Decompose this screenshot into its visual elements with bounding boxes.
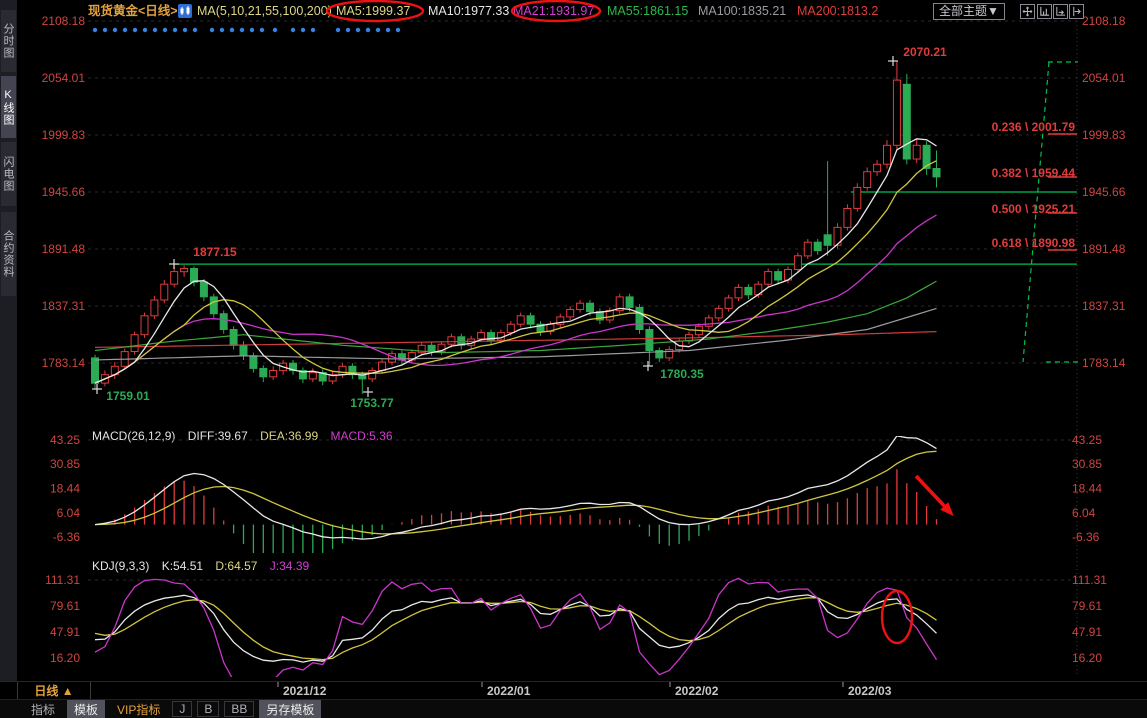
fib-layer: 0.236 \ 2001.79 0.382 \ 1959.44 0.500 \ 19… — [992, 61, 1078, 363]
svg-text:16.20: 16.20 — [1072, 651, 1102, 665]
tab-save-template[interactable]: 另存模板 — [259, 699, 322, 718]
kdj-k-value: K:54.51 — [161, 559, 204, 573]
svg-text:79.61: 79.61 — [50, 599, 80, 613]
svg-text:1759.01: 1759.01 — [106, 389, 150, 403]
bottom-tabs: 指标 模板 VIP指标 J B BB 另存模板 — [0, 699, 1147, 718]
tab-j[interactable]: J — [172, 701, 193, 717]
svg-text:47.91: 47.91 — [1072, 625, 1102, 639]
svg-text:18.44: 18.44 — [50, 482, 80, 496]
svg-text:30.85: 30.85 — [50, 457, 80, 471]
grid-layer — [88, 20, 1078, 676]
macd-diff-value: DIFF:39.67 — [187, 429, 248, 443]
svg-text:1783.14: 1783.14 — [42, 356, 86, 370]
macd-layer — [94, 436, 938, 553]
svg-text:2070.21: 2070.21 — [903, 45, 947, 59]
ma100-value: MA100:1835.21 — [698, 4, 787, 18]
tab-b[interactable]: B — [197, 701, 220, 717]
svg-text:1877.15: 1877.15 — [193, 245, 237, 259]
svg-text:111.31: 111.31 — [1072, 573, 1107, 587]
ma21-value: MA21:1931.97 — [513, 4, 595, 18]
hand-annotations-layer — [325, 0, 954, 645]
tab-bb[interactable]: BB — [224, 701, 255, 717]
tab-vip-indicators[interactable]: VIP指标 — [117, 702, 161, 717]
kdj-d-value: D:64.57 — [215, 559, 258, 573]
svg-text:1783.14: 1783.14 — [1082, 356, 1126, 370]
candles-layer — [91, 61, 941, 394]
sidebar-item-time-chart[interactable]: 分时图 — [1, 10, 16, 72]
svg-text:-6.36: -6.36 — [53, 530, 81, 544]
svg-text:30.85: 30.85 — [1072, 457, 1102, 471]
svg-text:79.61: 79.61 — [1072, 599, 1102, 613]
svg-text:1999.83: 1999.83 — [42, 128, 86, 142]
macd-macd-value: MACD:5.36 — [330, 429, 393, 443]
svg-text:1753.77: 1753.77 — [350, 396, 394, 410]
ma5-value: MA5:1999.37 — [336, 4, 411, 18]
kdj-j-value: J:34.39 — [269, 559, 310, 573]
shift-right-icon[interactable] — [1069, 4, 1084, 19]
ma55-value: MA55:1861.15 — [607, 4, 689, 18]
tab-templates[interactable]: 模板 — [67, 699, 106, 718]
svg-text:18.44: 18.44 — [1072, 482, 1102, 496]
svg-text:0.236 \ 2001.79: 0.236 \ 2001.79 — [992, 120, 1076, 134]
svg-text:111.31: 111.31 — [45, 573, 80, 587]
svg-text:0.500 \ 1925.21: 0.500 \ 1925.21 — [992, 202, 1076, 216]
axis-shift-icon[interactable] — [1053, 4, 1068, 19]
ma-settings-label: MA(5,10,21,55,100,200) — [197, 4, 332, 18]
svg-text:0.382 \ 1959.44: 0.382 \ 1959.44 — [992, 166, 1076, 180]
event-dot-markers — [92, 27, 401, 33]
period-arrow-icon: ▲ — [61, 684, 74, 698]
sidebar: 分时图 K线图 闪电图 合约资料 — [0, 0, 17, 681]
ma200-value: MA200:1813.2 — [797, 4, 879, 18]
kdj-layer — [94, 577, 938, 677]
svg-text:1945.66: 1945.66 — [42, 185, 86, 199]
period-label: 日线 — [34, 684, 59, 698]
svg-text:1837.31: 1837.31 — [42, 299, 86, 313]
macd-dea-value: DEA:36.99 — [260, 429, 319, 443]
svg-text:0.618 \ 1890.98: 0.618 \ 1890.98 — [992, 236, 1076, 250]
kline-icon — [178, 4, 192, 18]
ma10-value: MA10:1977.33 — [428, 4, 510, 18]
svg-text:1780.35: 1780.35 — [660, 367, 704, 381]
svg-text:47.91: 47.91 — [50, 625, 80, 639]
svg-text:43.25: 43.25 — [50, 433, 80, 447]
svg-text:2054.01: 2054.01 — [1082, 71, 1126, 85]
svg-text:1837.31: 1837.31 — [1082, 299, 1126, 313]
svg-text:1891.48: 1891.48 — [42, 242, 86, 256]
svg-text:2054.01: 2054.01 — [42, 71, 86, 85]
macd-title: MACD(26,12,9) — [92, 429, 176, 443]
svg-text:16.20: 16.20 — [50, 651, 80, 665]
ma-lines-layer — [94, 138, 937, 384]
period-selector[interactable]: 日线 ▲ — [17, 682, 91, 700]
kdj-title: KDJ(9,3,3) — [92, 559, 150, 573]
pan-icon[interactable] — [1020, 4, 1035, 19]
sidebar-item-lightning-chart[interactable]: 闪电图 — [1, 142, 16, 206]
price-annotations-layer: 2070.21 1877.15 1759.01 1753.77 1780.35 — [92, 45, 947, 410]
macd-readout: MACD(26,12,9) DIFF:39.67 DEA:36.99 MACD:… — [92, 429, 402, 443]
theme-selector-button[interactable]: 全部主题▼ — [933, 3, 1005, 20]
svg-text:1945.66: 1945.66 — [1082, 185, 1126, 199]
svg-text:6.04: 6.04 — [57, 506, 81, 520]
symbol-title[interactable]: 现货黄金<日线> — [88, 4, 178, 18]
svg-text:1891.48: 1891.48 — [1082, 242, 1126, 256]
x-axis-row: 日线 ▲ — [0, 681, 1147, 700]
kdj-readout: KDJ(9,3,3) K:54.51 D:64.57 J:34.39 — [92, 559, 318, 573]
header: 现货黄金<日线> MA(5,10,21,55,100,200) MA5:1999… — [0, 0, 1147, 22]
svg-text:6.04: 6.04 — [1072, 506, 1096, 520]
support-lines-layer — [174, 191, 1077, 265]
svg-text:-6.36: -6.36 — [1072, 530, 1100, 544]
svg-text:1999.83: 1999.83 — [1082, 128, 1126, 142]
sidebar-item-kline-chart[interactable]: K线图 — [1, 76, 16, 138]
svg-text:43.25: 43.25 — [1072, 433, 1102, 447]
sidebar-item-contract-info[interactable]: 合约资料 — [1, 212, 16, 296]
axis-scale-icon[interactable] — [1037, 4, 1052, 19]
tab-indicators[interactable]: 指标 — [31, 702, 56, 717]
